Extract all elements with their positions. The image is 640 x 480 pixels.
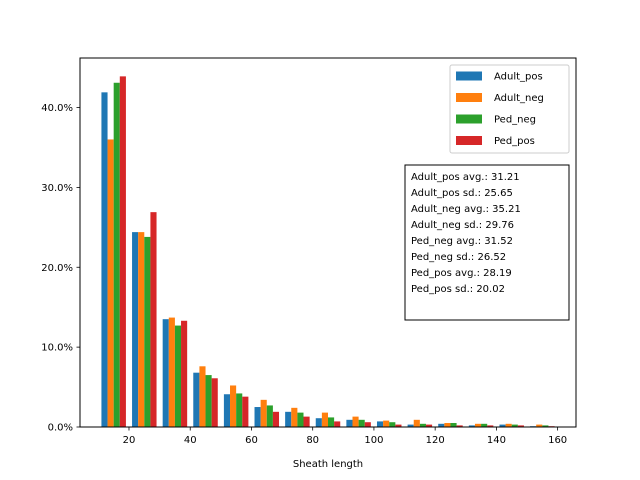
x-axis-label: Sheath length (293, 459, 363, 470)
x-tick-label: 20 (123, 435, 136, 446)
bar-ped-neg-3 (205, 375, 212, 427)
bar-ped-pos-11 (456, 425, 463, 427)
bars-group (101, 76, 555, 428)
bar-adult-pos-13 (499, 424, 506, 427)
bar-ped-pos-2 (181, 320, 188, 427)
bar-adult-neg-12 (474, 423, 482, 427)
stats-line: Ped_neg sd.: 26.52 (411, 252, 506, 263)
x-tick-label: 60 (245, 435, 258, 446)
x-tick-label: 140 (487, 435, 506, 446)
bar-ped-pos-10 (425, 424, 433, 427)
stats-frame (404, 164, 570, 321)
bar-adult-pos-4 (223, 394, 231, 427)
bar-adult-pos-7 (315, 418, 322, 427)
y-tick-label: 0.0% (48, 423, 73, 434)
bar-ped-neg-4 (236, 393, 243, 427)
bar-adult-pos-10 (407, 424, 414, 427)
bar-adult-pos-0 (101, 92, 108, 427)
bar-adult-pos-11 (438, 423, 445, 427)
bar-adult-neg-4 (230, 385, 237, 427)
bar-adult-neg-13 (505, 423, 512, 427)
bar-adult-pos-1 (132, 232, 139, 427)
y-tick-label: 30.0% (41, 183, 73, 194)
stats-line: Ped_pos sd.: 20.02 (411, 284, 505, 295)
stats-line: Adult_pos avg.: 31.21 (411, 172, 520, 183)
bar-ped-pos-3 (211, 378, 218, 427)
bar-ped-pos-1 (150, 212, 157, 427)
stats-line: Ped_neg avg.: 31.52 (411, 236, 513, 247)
bar-ped-neg-14 (542, 425, 549, 427)
bar-adult-neg-8 (352, 416, 359, 427)
legend-frame (449, 64, 570, 154)
bar-ped-pos-12 (487, 425, 494, 427)
bar-ped-neg-10 (419, 423, 426, 427)
bar-adult-pos-3 (193, 372, 200, 427)
bar-adult-neg-3 (199, 366, 206, 427)
stats-line: Adult_pos sd.: 25.65 (411, 188, 513, 199)
bar-ped-neg-9 (389, 422, 396, 427)
bar-adult-pos-8 (346, 419, 353, 427)
bar-adult-neg-5 (260, 399, 267, 427)
bar-ped-neg-1 (144, 236, 151, 427)
bar-ped-neg-13 (511, 424, 518, 427)
bar-ped-pos-7 (334, 421, 341, 427)
legend-label: Adult_neg (494, 93, 544, 104)
x-tick-label: 160 (548, 435, 567, 446)
stats-line: Adult_neg avg.: 35.21 (411, 204, 521, 215)
bar-adult-pos-6 (285, 411, 292, 427)
legend-swatch (456, 114, 482, 124)
bar-adult-neg-0 (107, 139, 114, 427)
y-tick-label: 10.0% (41, 343, 73, 354)
bar-adult-neg-10 (413, 419, 420, 427)
x-axis: 20 40 60 80 100 120 140 160 (123, 427, 567, 446)
legend-swatch (456, 71, 482, 81)
y-axis: 0.0% 10.0% 20.0% 30.0% 40.0% (41, 103, 80, 434)
legend-label: Adult_pos (494, 72, 543, 83)
bar-ped-neg-0 (113, 82, 120, 427)
bar-adult-neg-6 (291, 407, 298, 427)
bar-ped-neg-12 (481, 423, 488, 427)
bar-ped-pos-13 (517, 425, 524, 427)
bar-ped-pos-9 (395, 424, 402, 427)
x-tick-label: 80 (306, 435, 319, 446)
bar-ped-neg-8 (358, 419, 365, 427)
bar-ped-pos-8 (364, 422, 371, 427)
x-tick-label: 100 (364, 435, 383, 446)
bar-ped-pos-4 (242, 396, 249, 427)
stats-annotation: Adult_pos avg.: 31.21 Adult_pos sd.: 25.6… (404, 164, 570, 321)
bar-adult-pos-2 (162, 319, 169, 427)
bar-ped-pos-0 (119, 76, 126, 428)
bar-adult-neg-14 (536, 424, 543, 427)
stats-line: Adult_neg sd.: 29.76 (411, 220, 514, 231)
bar-adult-neg-2 (168, 317, 175, 427)
axes-frame (79, 57, 577, 428)
x-tick-label: 120 (426, 435, 445, 446)
y-tick-label: 40.0% (41, 103, 73, 114)
bar-adult-pos-5 (254, 407, 261, 427)
legend: Adult_pos Adult_neg Ped_neg Ped_pos (449, 64, 570, 154)
bar-ped-neg-5 (266, 405, 273, 427)
bar-adult-neg-7 (321, 412, 328, 427)
bar-ped-neg-11 (450, 423, 457, 427)
bar-adult-neg-9 (383, 420, 390, 427)
bar-ped-pos-5 (272, 411, 280, 427)
legend-label: Ped_neg (494, 115, 536, 126)
bar-ped-neg-6 (297, 412, 304, 427)
bar-adult-pos-12 (468, 425, 475, 427)
bar-adult-neg-1 (138, 232, 145, 427)
legend-swatch (456, 93, 482, 102)
x-tick-label: 40 (184, 435, 197, 446)
bar-ped-neg-2 (174, 325, 182, 427)
bar-adult-neg-11 (444, 423, 451, 427)
legend-swatch (456, 136, 482, 145)
legend-label: Ped_pos (494, 136, 535, 147)
stats-line: Ped_pos avg.: 28.19 (411, 268, 512, 279)
bar-ped-pos-6 (303, 416, 310, 427)
bar-ped-neg-7 (328, 417, 335, 427)
bar-adult-pos-9 (376, 421, 384, 427)
y-tick-label: 20.0% (41, 263, 73, 274)
